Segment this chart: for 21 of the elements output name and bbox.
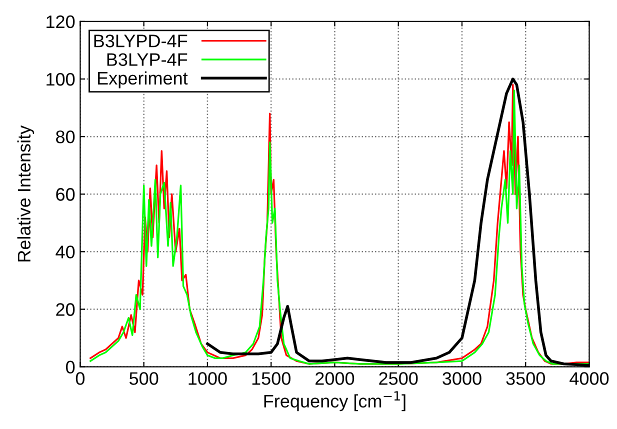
x-tick-label: 3000 (442, 372, 482, 385)
x-tick-label: 4000 (570, 372, 609, 385)
x-tick-label: 1000 (188, 372, 227, 385)
legend-label: B3LYP-4F (107, 53, 188, 66)
x-tick-label: 500 (130, 372, 158, 385)
x-axis-title: Frequency [cm$^{−1}$] (264, 391, 406, 412)
y-tick-label: 40 (56, 246, 75, 258)
legend-label: B3LYPD-4F (94, 34, 188, 48)
x-tick-label: 1500 (252, 372, 290, 385)
y-axis-title: Relative Intensity (17, 125, 34, 262)
legend-label: Experiment (98, 71, 188, 88)
x-tick-label: 2500 (379, 372, 418, 385)
y-tick-label: 100 (46, 72, 75, 86)
y-tick-label: 60 (56, 188, 75, 201)
x-tick-label: 3500 (506, 372, 545, 385)
y-tick-label: 20 (56, 303, 75, 316)
y-tick-label: 120 (46, 15, 75, 28)
y-tick-label: 80 (56, 130, 75, 144)
x-tick-label: 2000 (316, 372, 354, 385)
y-tick-label: 0 (66, 360, 75, 374)
x-tick-label: 0 (76, 372, 85, 385)
